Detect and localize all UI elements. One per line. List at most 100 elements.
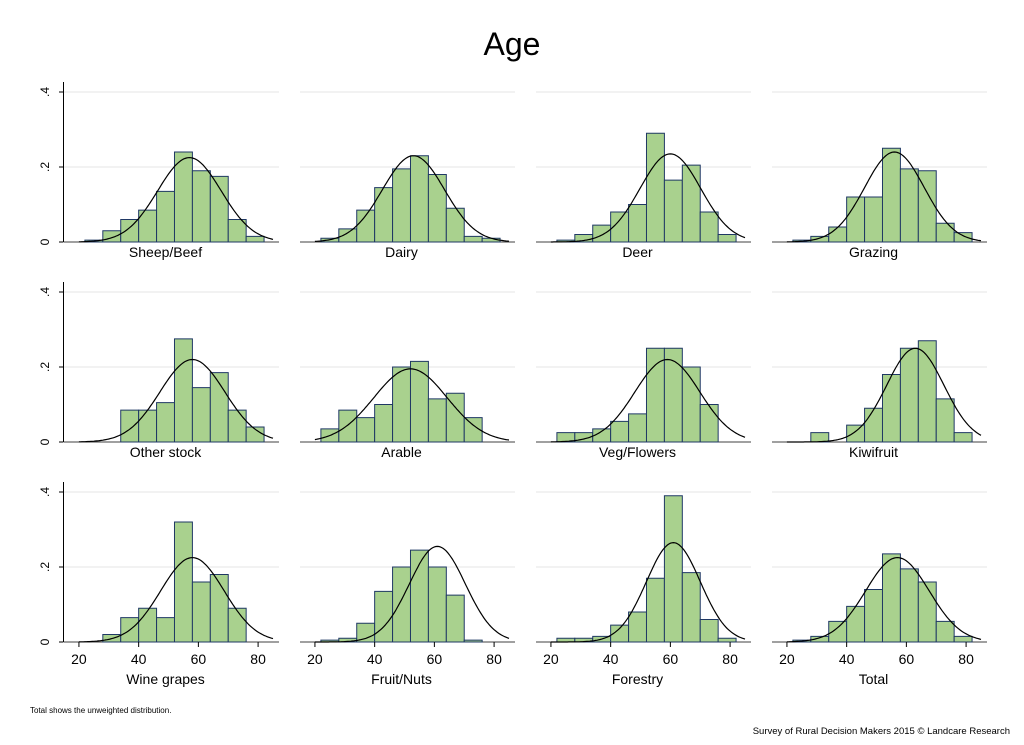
histogram-bar bbox=[356, 417, 376, 443]
histogram-bar bbox=[699, 211, 719, 243]
histogram-bar bbox=[392, 168, 411, 243]
y-tick-label: .4 bbox=[38, 87, 52, 97]
histogram-bar bbox=[374, 404, 394, 443]
histogram-bar bbox=[173, 521, 193, 643]
histogram-bar bbox=[463, 417, 483, 443]
normal-density-curve bbox=[550, 541, 746, 643]
histogram-bar bbox=[628, 204, 647, 243]
normal-density-curve bbox=[550, 358, 746, 443]
y-tick-label: .2 bbox=[38, 562, 52, 572]
panel-label: Arable bbox=[381, 444, 422, 460]
panel-total: Total 20 40 60 80 bbox=[772, 553, 987, 687]
histogram-bar bbox=[427, 174, 447, 243]
histogram-bar bbox=[338, 228, 358, 243]
panel-label: Forestry bbox=[612, 671, 663, 687]
panel-label: Fruit/Nuts bbox=[371, 671, 432, 687]
histogram-bar bbox=[156, 402, 175, 443]
histogram-bar bbox=[681, 572, 701, 643]
panel-grazing: Grazing bbox=[772, 147, 987, 260]
histogram-bar bbox=[953, 232, 973, 243]
histogram-bar bbox=[828, 226, 848, 243]
histogram-bar bbox=[138, 409, 158, 443]
histogram-bar bbox=[445, 594, 465, 643]
normal-density-curve bbox=[550, 153, 746, 243]
histogram-bar bbox=[173, 338, 193, 443]
histogram-bar bbox=[374, 187, 394, 243]
histogram-bar bbox=[645, 577, 665, 643]
x-tick-label: 80 bbox=[250, 651, 266, 667]
panel-label: Other stock bbox=[130, 444, 203, 460]
histogram-bar bbox=[628, 611, 647, 643]
histogram-bar bbox=[227, 607, 247, 643]
panel-other-stock: Other stock bbox=[64, 338, 279, 460]
y-tick-label: 0 bbox=[38, 638, 52, 645]
x-tick-label: 60 bbox=[663, 651, 679, 667]
histogram-bar bbox=[699, 404, 719, 443]
histogram-bar bbox=[717, 234, 737, 243]
histogram-bar bbox=[191, 387, 211, 443]
histogram-bar bbox=[717, 637, 737, 643]
histogram-bar bbox=[374, 590, 394, 643]
histogram-bar bbox=[681, 164, 701, 243]
histogram-bar bbox=[610, 420, 630, 443]
x-tick-label: 60 bbox=[899, 651, 915, 667]
normal-density-curve bbox=[314, 368, 510, 441]
histogram-bar bbox=[392, 566, 411, 643]
histogram-bar bbox=[156, 617, 175, 643]
histogram-bar bbox=[864, 407, 883, 443]
histogram-bar bbox=[427, 566, 447, 643]
panel-label: Wine grapes bbox=[126, 671, 205, 687]
panel-arable: Arable bbox=[300, 360, 515, 460]
histogram-bar bbox=[917, 581, 937, 643]
y-tick-label: 0 bbox=[38, 238, 52, 245]
y-tick-label: .2 bbox=[38, 162, 52, 172]
y-tick-label: .2 bbox=[38, 362, 52, 372]
footnote: Total shows the unweighted distribution. bbox=[30, 706, 172, 715]
histogram-bar bbox=[392, 366, 411, 443]
panel-label: Total bbox=[859, 671, 889, 687]
histogram-bar bbox=[663, 347, 683, 443]
histogram-bar bbox=[245, 235, 265, 243]
histogram-bar bbox=[227, 409, 247, 443]
panel-sheep-beef: Sheep/Beef bbox=[64, 151, 279, 260]
x-tick-label: 40 bbox=[839, 651, 855, 667]
histogram-bar bbox=[645, 132, 665, 243]
histogram-bar bbox=[592, 224, 612, 243]
histogram-bar bbox=[120, 219, 140, 243]
x-tick-label: 40 bbox=[367, 651, 383, 667]
x-tick-label: 80 bbox=[486, 651, 502, 667]
panel-deer: Deer bbox=[536, 132, 751, 260]
x-tick-label: 20 bbox=[307, 651, 323, 667]
histogram-bar bbox=[953, 432, 973, 443]
histogram-bar bbox=[935, 620, 955, 643]
panel-label: Grazing bbox=[849, 244, 898, 260]
histogram-bar bbox=[881, 374, 901, 443]
x-tick-label: 80 bbox=[722, 651, 738, 667]
histogram-bar bbox=[881, 147, 901, 243]
histogram-bar bbox=[120, 409, 140, 443]
histogram-bar bbox=[338, 409, 358, 443]
y-tick-label: .4 bbox=[38, 487, 52, 497]
x-tick-label: 80 bbox=[958, 651, 974, 667]
histogram-bar bbox=[409, 360, 429, 443]
histogram-bar bbox=[864, 589, 883, 643]
histogram-bar bbox=[463, 639, 483, 643]
normal-density-curve bbox=[314, 545, 510, 643]
histogram-bar bbox=[409, 155, 429, 243]
panel-wine-grapes: Wine grapes 20 40 60 80 bbox=[64, 521, 279, 687]
panel-label: Veg/Flowers bbox=[599, 444, 676, 460]
histogram-bar bbox=[191, 581, 211, 643]
normal-density-curve bbox=[78, 156, 274, 243]
histogram-bar bbox=[645, 347, 665, 443]
normal-density-curve bbox=[78, 358, 274, 443]
x-tick-label: 40 bbox=[131, 651, 147, 667]
x-tick-label: 40 bbox=[603, 651, 619, 667]
panel-veg-flowers: Veg/Flowers bbox=[536, 347, 751, 460]
histogram-bar bbox=[427, 398, 447, 443]
histogram-bar bbox=[699, 619, 719, 643]
histogram-bar bbox=[445, 207, 465, 243]
histogram-bar bbox=[138, 607, 158, 643]
panel-dairy: Dairy bbox=[300, 155, 515, 260]
histogram-bar bbox=[810, 432, 830, 443]
